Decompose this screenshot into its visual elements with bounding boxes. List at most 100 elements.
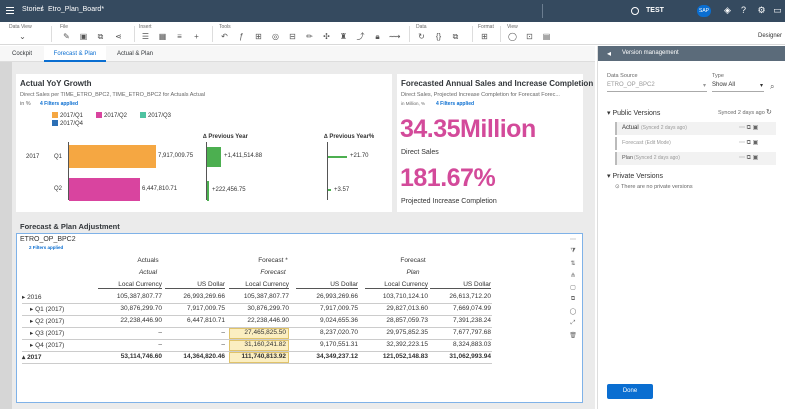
- table-cell[interactable]: 111,740,813.92: [229, 352, 289, 363]
- add-icon[interactable]: +: [194, 32, 199, 41]
- allocate-icon[interactable]: ✣: [323, 32, 330, 41]
- table-cell[interactable]: 8,324,883.03: [453, 341, 491, 348]
- copy-table-icon[interactable]: ⧉: [570, 296, 576, 302]
- chart-icon[interactable]: ☰: [141, 32, 150, 41]
- table-cell[interactable]: 31,160,241.82: [229, 340, 289, 351]
- version-plan[interactable]: Plan (Synced 2 days ago) ⋯ ⧉ ▣: [615, 152, 776, 165]
- delta-bar-q2[interactable]: [207, 181, 209, 201]
- type-select[interactable]: Show All ▾: [712, 82, 764, 92]
- hierarchy-icon[interactable]: ⋔: [570, 273, 576, 279]
- sort-icon[interactable]: ⇅: [570, 261, 576, 267]
- private-versions-heading[interactable]: ▾ Private Versions: [607, 173, 664, 180]
- table-cell[interactable]: 28,857,059.73: [386, 317, 428, 324]
- table-cell[interactable]: 7,917,009.75: [320, 305, 358, 312]
- table-cell[interactable]: 26,993,269.66: [183, 293, 225, 300]
- settings-icon[interactable]: ⚙: [757, 5, 766, 15]
- menu-icon[interactable]: [6, 7, 14, 14]
- table-cell[interactable]: 31,062,993.94: [449, 353, 491, 360]
- bar-q1[interactable]: [69, 145, 156, 168]
- trend-icon[interactable]: ⤴: [356, 32, 365, 41]
- table-cell[interactable]: –: [158, 329, 162, 336]
- delete-icon[interactable]: 🗑︎: [569, 333, 577, 339]
- designer-button[interactable]: Designer: [758, 33, 783, 39]
- expand-icon[interactable]: ⤢: [570, 320, 576, 326]
- filter-icon[interactable]: ⧩: [570, 248, 576, 254]
- version-forecast[interactable]: Forecast (Edit Mode) ⋯ ⧉ ▣: [615, 137, 776, 150]
- table-cell[interactable]: 7,677,797.68: [453, 329, 491, 336]
- search-icon[interactable]: [631, 7, 639, 15]
- table-cell[interactable]: 7,391,238.24: [453, 317, 491, 324]
- table-cell[interactable]: 26,993,269.66: [316, 293, 358, 300]
- data-source-select[interactable]: ETRO_OP_BPC2 ▾: [607, 82, 707, 92]
- row-label[interactable]: ▸ Q2 (2017): [30, 318, 65, 325]
- table-cell[interactable]: –: [221, 329, 225, 336]
- pct-bar-q1[interactable]: [328, 156, 347, 158]
- delta-bar-q1[interactable]: [207, 147, 221, 167]
- comment-icon[interactable]: ◯: [508, 32, 517, 41]
- table-cell[interactable]: 9,170,551.31: [320, 341, 358, 348]
- chat-icon[interactable]: ▭: [773, 5, 782, 15]
- breadcrumb-stories[interactable]: Stories: [22, 6, 44, 13]
- row-label[interactable]: ▸ Q1 (2017): [30, 306, 65, 313]
- clipboard-icon[interactable]: ⧉: [452, 32, 459, 41]
- pct-bar-q2[interactable]: [328, 189, 331, 191]
- planning-table-widget[interactable]: [16, 233, 583, 403]
- table-cell[interactable]: 7,917,009.75: [187, 305, 225, 312]
- row-label[interactable]: ▸ 2016: [22, 294, 42, 301]
- row-label[interactable]: ▸ Q3 (2017): [30, 330, 65, 337]
- table-cell[interactable]: 30,876,299.70: [120, 305, 162, 312]
- format-icon[interactable]: ⊞: [481, 32, 488, 41]
- table-cell[interactable]: 34,349,237.12: [316, 353, 358, 360]
- lock-icon[interactable]: 🔒︎: [375, 32, 380, 41]
- table-cell[interactable]: 105,387,807.77: [116, 293, 162, 300]
- table-cell[interactable]: 22,238,446.90: [120, 317, 162, 324]
- refresh-icon[interactable]: ↻: [418, 32, 425, 41]
- save-icon[interactable]: ▣: [79, 32, 88, 41]
- edit-icon[interactable]: ✎: [63, 32, 70, 41]
- panel-icon[interactable]: ▤: [542, 32, 551, 41]
- yoy-filters[interactable]: 4 Filters applied: [40, 101, 79, 107]
- row-label[interactable]: ▸ Q4 (2017): [30, 342, 65, 349]
- table-filters[interactable]: 2 Filters applied: [29, 245, 64, 250]
- help-icon[interactable]: ?: [740, 5, 746, 15]
- braces-icon[interactable]: {}: [435, 32, 442, 41]
- outline-icon[interactable]: ⊡: [526, 32, 533, 41]
- table-cell[interactable]: 7,669,074.99: [453, 305, 491, 312]
- version-icon[interactable]: ♜: [339, 32, 348, 41]
- input-control-icon[interactable]: ≡: [177, 32, 182, 41]
- table-cell[interactable]: 9,024,655.36: [320, 317, 358, 324]
- table-cell[interactable]: 105,387,807.77: [243, 293, 289, 300]
- table-cell[interactable]: 30,876,299.70: [247, 305, 289, 312]
- done-button[interactable]: Done: [607, 384, 653, 399]
- table-cell[interactable]: 8,237,020.70: [320, 329, 358, 336]
- forecast-filters[interactable]: 4 Filters applied: [436, 101, 475, 107]
- table-cell[interactable]: 32,392,223.15: [386, 341, 428, 348]
- forecast-kpi-widget[interactable]: [397, 74, 583, 212]
- formula-icon[interactable]: ƒ: [239, 32, 244, 41]
- data-view-dropdown-icon[interactable]: ⌄: [19, 32, 26, 41]
- more-icon[interactable]: ⋯: [570, 237, 576, 243]
- table-cell[interactable]: 121,052,148.83: [382, 353, 428, 360]
- layout-icon[interactable]: ⊟: [289, 32, 296, 41]
- table-cell[interactable]: 53,114,746.60: [120, 353, 162, 360]
- table-cell[interactable]: –: [221, 341, 225, 348]
- table-icon[interactable]: ▦: [158, 32, 167, 41]
- copy-icon[interactable]: ⧉: [97, 32, 104, 41]
- table-cell[interactable]: 26,613,712.20: [449, 293, 491, 300]
- public-versions-heading[interactable]: ▾ Public Versions: [607, 110, 661, 117]
- calculator-icon[interactable]: ⊞: [255, 32, 262, 41]
- table-cell[interactable]: 103,710,124.10: [382, 293, 428, 300]
- tab-cockpit[interactable]: Cockpit: [11, 51, 32, 57]
- tab-forecast-plan[interactable]: Forecast & Plan: [44, 46, 106, 62]
- bar-q2[interactable]: [69, 178, 140, 201]
- refresh-icon[interactable]: ↻: [766, 109, 772, 116]
- undo-icon[interactable]: ↶: [221, 32, 228, 41]
- notifications-icon[interactable]: ◈: [724, 5, 731, 15]
- comment-table-icon[interactable]: ◯: [569, 309, 577, 315]
- search-icon[interactable]: ⌕: [770, 82, 775, 91]
- link-icon[interactable]: ⟿: [389, 32, 401, 41]
- table-cell[interactable]: 29,827,013.60: [386, 305, 428, 312]
- tab-actual-plan[interactable]: Actual & Plan: [116, 51, 154, 57]
- back-icon[interactable]: ◂: [607, 49, 612, 58]
- row-label[interactable]: ▴ 2017: [22, 354, 42, 361]
